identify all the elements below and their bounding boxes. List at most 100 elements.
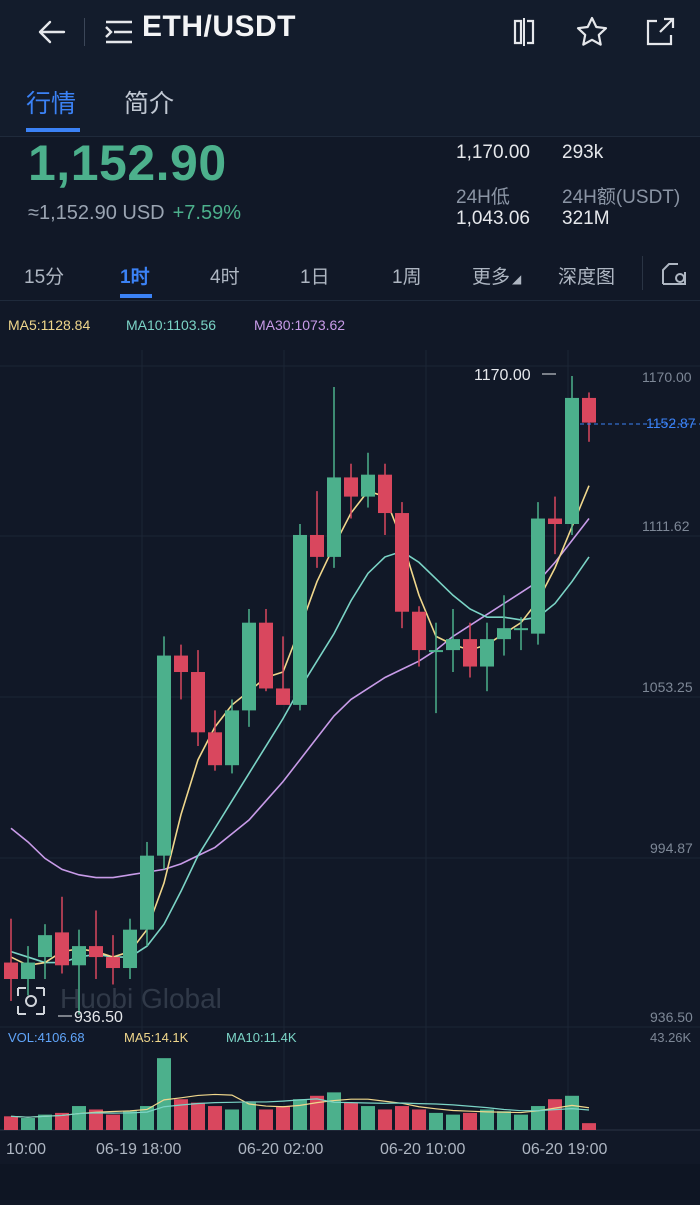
volume-bar-28	[480, 1109, 494, 1130]
volume-bar-2	[38, 1114, 52, 1130]
volume-bar-16	[276, 1106, 290, 1130]
candle-body-25	[429, 650, 443, 653]
x-tick-3: 06-20 02:00	[238, 1141, 324, 1158]
volume-bar-3	[55, 1112, 69, 1130]
tab-intro[interactable]: 简介	[124, 90, 175, 118]
vol-ma10-label: MA10:11.4K	[226, 1030, 297, 1045]
tab-underline	[26, 128, 80, 132]
volume-bar-30	[514, 1114, 528, 1130]
y-tick-5: 936.50	[650, 1009, 693, 1025]
candle-body-32	[548, 518, 562, 525]
volume-bar-24	[412, 1109, 426, 1130]
tab-market[interactable]: 行情	[26, 90, 77, 118]
volume-bar-0	[4, 1116, 18, 1130]
volume-bar-20	[344, 1102, 358, 1130]
candle-body-22	[378, 474, 392, 514]
caret-icon: ◢	[512, 272, 522, 286]
volume-bar-9	[157, 1058, 171, 1130]
candle-body-8	[140, 855, 154, 930]
share-icon[interactable]	[640, 12, 680, 52]
ma30-line	[10, 518, 590, 879]
volume-bar-34	[582, 1123, 596, 1130]
pair-title[interactable]: ETH/USDT	[142, 10, 296, 43]
low-value: 1,043.06	[456, 208, 530, 229]
x-tick-1: 10:00	[6, 1141, 46, 1158]
current-price-label: 1152.87	[646, 415, 696, 431]
top-bar: ETH/USDT	[0, 0, 700, 64]
volume-bar-26	[446, 1114, 460, 1130]
interval-more-label: 更多	[472, 267, 511, 288]
vol-ma10-line	[10, 1098, 590, 1118]
kline-chart[interactable]: MA5:1128.84 MA10:1103.56 MA30:1073.62 11…	[0, 300, 700, 1200]
y-tick-4: 994.87	[650, 840, 693, 856]
volume-value: 293k	[562, 142, 604, 163]
candle-body-4	[72, 946, 86, 966]
candle-body-20	[344, 477, 358, 497]
candle-body-29	[497, 628, 511, 640]
candle-body-21	[361, 474, 375, 497]
candle-body-15	[259, 622, 273, 689]
converted-usd: ≈1,152.90 USD	[28, 202, 165, 224]
fullscreen-icon[interactable]	[17, 987, 45, 1015]
candle-body-12	[208, 732, 222, 766]
divider	[84, 18, 85, 46]
candle-body-14	[242, 622, 256, 711]
interval-bar: 15分 1时 4时 1日 1周 更多 ◢ 深度图	[0, 246, 700, 301]
star-icon[interactable]	[572, 12, 612, 52]
chart-settings-icon[interactable]	[658, 258, 690, 290]
candle-body-18	[310, 534, 324, 557]
interval-1w[interactable]: 1周	[392, 267, 422, 288]
ma10-label: MA10:1103.56	[126, 317, 216, 333]
volume-bar-4	[72, 1106, 86, 1130]
interval-4h[interactable]: 4时	[210, 267, 240, 288]
high-value: 1,170.00	[456, 142, 530, 163]
interval-1d[interactable]: 1日	[300, 267, 330, 288]
candle-body-5	[89, 946, 103, 958]
arrow-left-icon[interactable]	[30, 12, 70, 52]
volume-bar-19	[327, 1092, 341, 1130]
candle-body-10	[174, 655, 188, 673]
candle-body-19	[327, 477, 341, 557]
volume-bar-32	[548, 1099, 562, 1130]
volume-bar-1	[21, 1118, 35, 1130]
candle-body-7	[123, 929, 137, 969]
interval-1h[interactable]: 1时	[120, 267, 150, 288]
split-view-icon[interactable]	[504, 12, 544, 52]
interval-more[interactable]: 更多 ◢	[472, 262, 521, 289]
divider	[642, 256, 643, 290]
candle-body-27	[463, 639, 477, 667]
vol-max-label: 43.26K	[650, 1030, 692, 1045]
candle-body-30	[514, 628, 528, 631]
candle-body-34	[582, 397, 596, 423]
volume-bar-11	[191, 1102, 205, 1130]
depth-chart-tab[interactable]: 深度图	[558, 267, 616, 288]
volume-bar-7	[123, 1111, 137, 1130]
x-tick-2: 06-19 18:00	[96, 1141, 182, 1158]
candle-body-1	[21, 962, 35, 979]
converted-price: ≈1,152.90 USD +7.59%	[28, 202, 241, 225]
volume-bar-25	[429, 1112, 443, 1130]
interval-15m[interactable]: 15分	[24, 267, 65, 288]
interval-underline	[120, 294, 152, 298]
bottom-bar	[0, 1164, 700, 1200]
volume-bar-10	[174, 1099, 188, 1130]
candle-body-24	[412, 611, 426, 651]
volume-bar-5	[89, 1109, 103, 1130]
ma30-label: MA30:1073.62	[254, 317, 345, 333]
x-tick-4: 06-20 10:00	[380, 1141, 466, 1158]
volume-bar-13	[225, 1109, 239, 1130]
tab-bar: 行情 简介	[0, 64, 700, 137]
volume-bar-21	[361, 1106, 375, 1130]
candle-body-6	[106, 957, 120, 969]
kline-svg: MA5:1128.84 MA10:1103.56 MA30:1073.62 11…	[0, 317, 700, 1158]
y-tick-3: 1053.25	[642, 679, 693, 695]
amount-label: 24H额(USDT)	[562, 187, 681, 208]
candle-body-31	[531, 518, 545, 634]
menu-icon[interactable]	[104, 18, 134, 46]
volume-bar-17	[293, 1099, 307, 1130]
last-price: 1,152.90	[28, 135, 227, 191]
watermark-text: Huobi Global	[60, 983, 222, 1014]
volume-bar-6	[106, 1114, 120, 1130]
candle-body-23	[395, 513, 409, 612]
x-tick-5: 06-20 19:00	[522, 1141, 608, 1158]
